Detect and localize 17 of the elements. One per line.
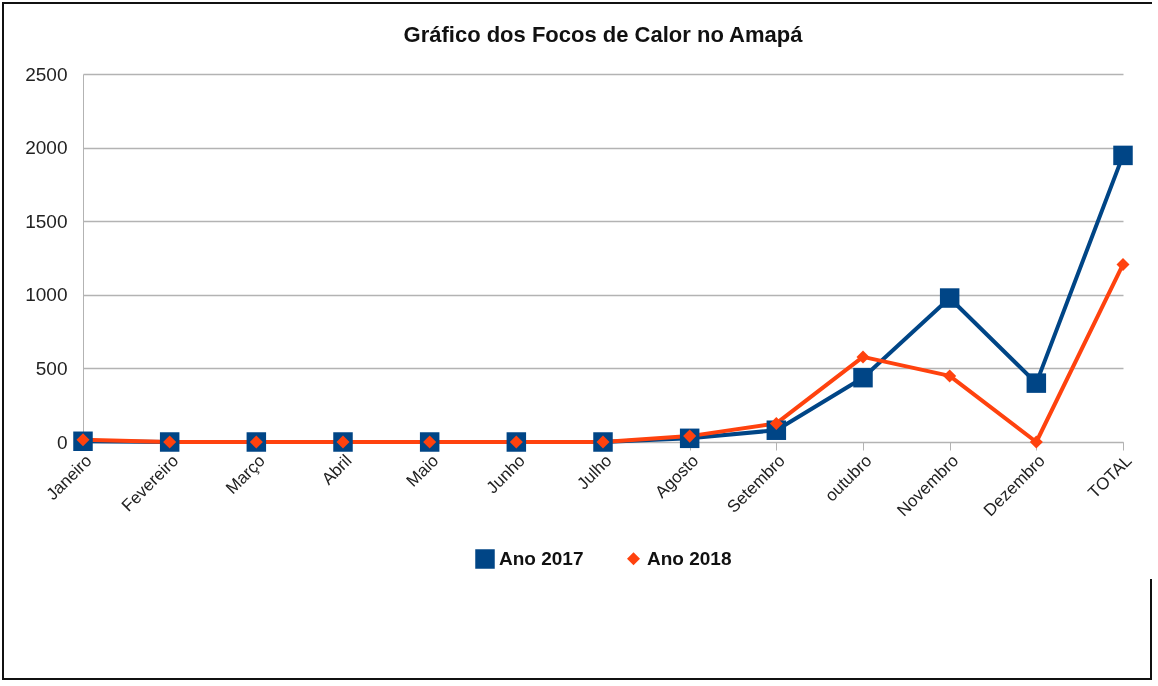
- y-tick-label: 1000: [25, 284, 68, 306]
- y-tick-label: 1500: [25, 210, 68, 232]
- y-tick-label: 2000: [25, 137, 68, 159]
- point: [1029, 435, 1043, 449]
- point: [943, 369, 957, 383]
- chart-title: Gráfico dos Focos de Calor no Amapá: [403, 22, 804, 47]
- point: [1113, 145, 1133, 166]
- point: [939, 288, 960, 308]
- point: [1026, 373, 1047, 393]
- point: [1116, 257, 1130, 271]
- y-tick-label: 0: [56, 431, 68, 453]
- point: [856, 350, 870, 364]
- point: [853, 367, 873, 388]
- legend-label: Ano 2018: [647, 547, 732, 569]
- legend-label: Ano 2017: [499, 548, 584, 569]
- y-tick-label: 500: [35, 357, 68, 379]
- y-tick-label: 2500: [25, 63, 68, 85]
